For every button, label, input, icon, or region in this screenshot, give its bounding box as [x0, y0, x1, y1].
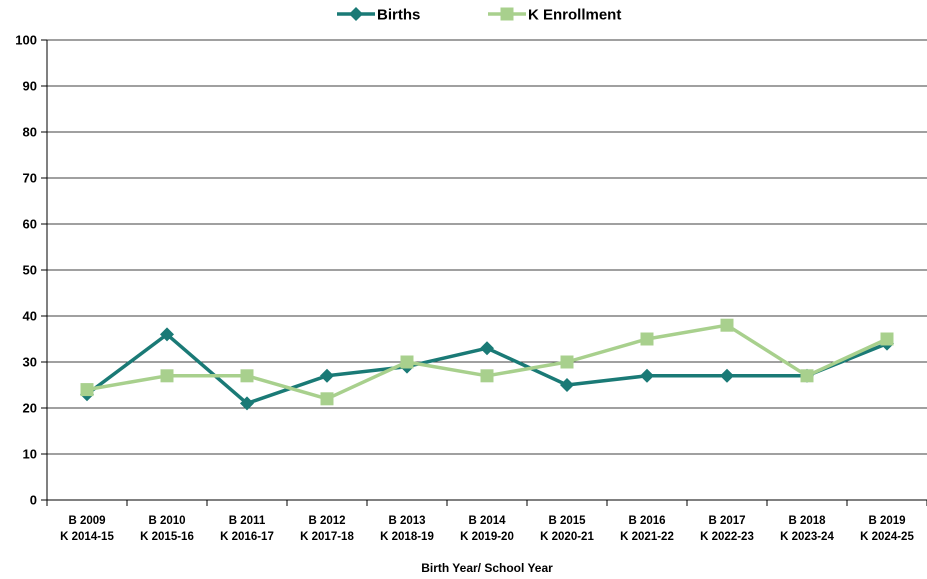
data-point-k-enrollment	[80, 383, 94, 397]
y-tick-label: 90	[23, 79, 37, 94]
x-tick-label: K 2017-18	[300, 531, 354, 543]
y-tick-label: 100	[15, 33, 37, 48]
x-tick-label: K 2019-20	[460, 531, 514, 543]
data-point-k-enrollment	[800, 369, 814, 383]
y-tick-label: 80	[23, 125, 37, 140]
x-tick-label: B 2014	[468, 515, 506, 527]
x-tick-label: B 2019	[868, 515, 905, 527]
x-tick-label: B 2017	[708, 515, 745, 527]
x-tick-label: B 2011	[229, 515, 266, 527]
x-tick-label: K 2020-21	[540, 531, 594, 543]
y-tick-label: 60	[23, 217, 37, 232]
x-tick-label: K 2021-22	[620, 531, 674, 543]
x-tick-label: B 2013	[388, 515, 425, 527]
data-point-k-enrollment	[160, 369, 174, 383]
data-point-births	[480, 341, 494, 356]
legend-marker-births	[349, 7, 363, 21]
data-point-k-enrollment	[640, 332, 654, 346]
data-point-births	[160, 327, 174, 342]
data-point-births	[320, 368, 334, 383]
x-tick-label: K 2016-17	[220, 531, 274, 543]
data-point-k-enrollment	[240, 369, 254, 383]
y-tick-label: 70	[23, 171, 37, 186]
x-axis-title: Birth Year/ School Year	[421, 561, 553, 575]
x-tick-label: K 2024-25	[860, 531, 914, 543]
data-point-births	[240, 396, 254, 411]
x-tick-label: K 2014-15	[60, 531, 114, 543]
y-tick-label: 20	[23, 401, 37, 416]
legend: Births K Enrollment	[337, 7, 621, 24]
x-axis-category-labels: B 2009 K 2014-15 B 2010 K 2015-16 B 2011 K 20…	[46, 500, 927, 543]
y-tick-label: 0	[30, 493, 37, 508]
data-point-births	[560, 378, 574, 392]
legend-label-k-enrollment: K Enrollment	[528, 7, 621, 24]
legend-label-births: Births	[377, 7, 420, 24]
series-group	[80, 318, 894, 411]
data-point-k-enrollment	[560, 355, 574, 369]
legend-marker-k-enrollment	[500, 7, 514, 21]
data-point-k-enrollment	[880, 332, 894, 346]
x-tick-label: B 2016	[628, 515, 665, 527]
data-point-k-enrollment	[400, 355, 414, 369]
data-point-births	[720, 368, 734, 383]
x-tick-label: K 2022-23	[700, 531, 754, 543]
x-tick-label: B 2010	[148, 515, 185, 527]
x-tick-label: B 2015	[548, 515, 586, 527]
y-tick-label: 50	[23, 263, 37, 278]
gridlines	[47, 39, 927, 455]
x-tick-label: K 2015-16	[140, 531, 194, 543]
x-tick-label: B 2012	[308, 515, 345, 527]
data-point-k-enrollment	[480, 369, 494, 383]
data-point-k-enrollment	[720, 318, 734, 332]
y-tick-label: 30	[23, 355, 37, 370]
y-tick-label: 40	[23, 309, 37, 324]
y-tick-label: 10	[23, 447, 37, 462]
x-tick-label: K 2023-24	[780, 531, 834, 543]
data-point-births	[640, 368, 654, 383]
x-tick-label: K 2018-19	[380, 531, 434, 543]
data-point-k-enrollment	[320, 392, 334, 406]
x-tick-label: B 2009	[68, 515, 105, 527]
x-tick-label: B 2018	[788, 515, 826, 527]
y-axis-ticks: 0 10 20 30 40 50 60 70 80 90 100	[15, 33, 47, 508]
